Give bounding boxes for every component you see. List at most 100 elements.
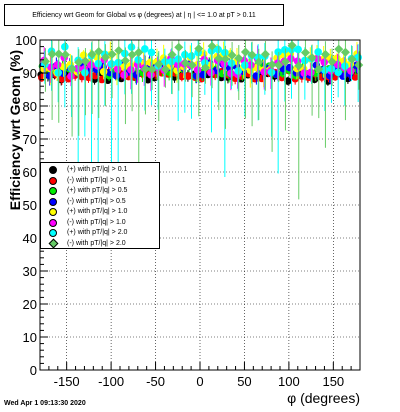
data-point xyxy=(134,47,144,57)
data-point xyxy=(194,44,204,54)
data-point xyxy=(81,68,89,77)
data-point xyxy=(247,61,255,69)
y-axis-label: Efficiency wrt Geom (%) xyxy=(7,50,23,210)
data-point xyxy=(284,77,292,85)
data-point xyxy=(147,64,157,74)
legend-entry: (+) with pT/|q| > 0.5 xyxy=(41,186,159,196)
data-point xyxy=(53,60,62,69)
legend-label: (-) with pT/|q| > 2.0 xyxy=(67,239,126,247)
data-point xyxy=(287,54,295,63)
data-point xyxy=(184,72,193,80)
data-point xyxy=(287,40,297,50)
data-point xyxy=(301,56,309,65)
data-point xyxy=(181,50,189,59)
data-point xyxy=(327,57,337,67)
data-point xyxy=(321,66,329,74)
legend-marker xyxy=(49,166,57,174)
data-point xyxy=(140,64,150,74)
data-point xyxy=(267,60,277,70)
data-point xyxy=(61,43,69,51)
y-tick-label: 20 xyxy=(23,297,37,312)
legend-label: (+) with pT/|q| > 0.1 xyxy=(67,166,128,173)
legend-marker xyxy=(49,208,57,216)
data-point xyxy=(60,50,70,60)
y-tick-label: 0 xyxy=(30,363,37,378)
data-point xyxy=(47,49,57,59)
data-point xyxy=(313,54,322,63)
data-point xyxy=(207,41,217,51)
data-point xyxy=(200,63,210,73)
data-point xyxy=(294,45,302,54)
x-tick-label: -100 xyxy=(98,374,124,389)
data-point xyxy=(327,64,336,73)
data-point xyxy=(281,46,289,54)
data-point xyxy=(221,48,229,57)
y-tick-label: 100 xyxy=(15,33,37,48)
data-point xyxy=(161,58,169,66)
legend: (+) with pT/|q| > 0.1 (-) with pT/|q| > … xyxy=(40,162,160,249)
timestamp: Wed Apr 1 09:13:30 2020 xyxy=(4,400,86,407)
y-tick-label: 40 xyxy=(23,231,37,246)
x-tick-label: -50 xyxy=(146,374,165,389)
data-point xyxy=(54,68,62,77)
data-point xyxy=(193,66,202,74)
y-tick-label: 70 xyxy=(23,132,37,147)
data-point xyxy=(127,66,135,74)
data-point xyxy=(240,47,250,57)
data-point xyxy=(141,45,149,53)
data-point xyxy=(174,42,184,52)
legend-entry: (-) with pT/|q| > 0.1 xyxy=(41,176,159,186)
legend-entry: (-) with pT/|q| > 2.0 xyxy=(41,238,159,249)
data-point xyxy=(267,68,276,77)
data-point xyxy=(187,52,196,60)
data-point xyxy=(100,52,110,62)
x-tick-label: 150 xyxy=(322,374,344,389)
legend-marker xyxy=(49,187,57,195)
data-point xyxy=(300,48,310,58)
data-point xyxy=(87,61,95,69)
data-point xyxy=(74,57,84,67)
y-tick-label: 30 xyxy=(23,264,37,279)
data-point xyxy=(80,56,90,66)
data-point xyxy=(91,71,99,80)
data-point xyxy=(47,63,55,72)
data-point xyxy=(107,49,117,59)
data-point xyxy=(307,53,317,63)
legend-marker xyxy=(49,197,57,206)
data-point xyxy=(94,46,104,56)
data-point xyxy=(147,48,156,57)
data-point xyxy=(114,58,122,67)
data-point xyxy=(314,64,324,74)
data-point xyxy=(127,43,136,51)
data-point xyxy=(214,45,222,54)
data-point xyxy=(234,53,244,63)
data-point xyxy=(320,49,330,59)
x-tick-label: 0 xyxy=(196,374,203,389)
data-point xyxy=(167,50,177,60)
data-point xyxy=(234,67,242,75)
data-point xyxy=(294,61,304,71)
data-point xyxy=(121,49,129,58)
data-point xyxy=(107,60,116,68)
x-tick-label: -150 xyxy=(54,374,80,389)
data-point xyxy=(227,59,236,67)
legend-label: (+) with pT/|q| > 0.5 xyxy=(67,187,128,194)
data-point xyxy=(40,56,50,66)
legend-label: (-) with pT/|q| > 0.1 xyxy=(67,176,126,184)
data-point xyxy=(180,58,190,68)
data-point xyxy=(334,44,344,54)
data-point xyxy=(67,72,75,80)
data-point xyxy=(341,62,349,71)
data-point xyxy=(87,49,97,59)
legend-entry: (-) with pT/|q| > 0.5 xyxy=(41,197,159,207)
y-tick-label: 90 xyxy=(23,66,37,81)
data-point xyxy=(54,49,64,59)
legend-entry: (+) with pT/|q| > 2.0 xyxy=(41,228,159,238)
x-tick-label: 100 xyxy=(278,374,300,389)
data-point xyxy=(347,67,355,75)
chart-title: Efficiency wrt Geom for Global vs φ (deg… xyxy=(4,4,284,26)
data-point xyxy=(67,64,77,74)
legend-marker xyxy=(49,218,57,227)
data-point xyxy=(207,68,215,77)
